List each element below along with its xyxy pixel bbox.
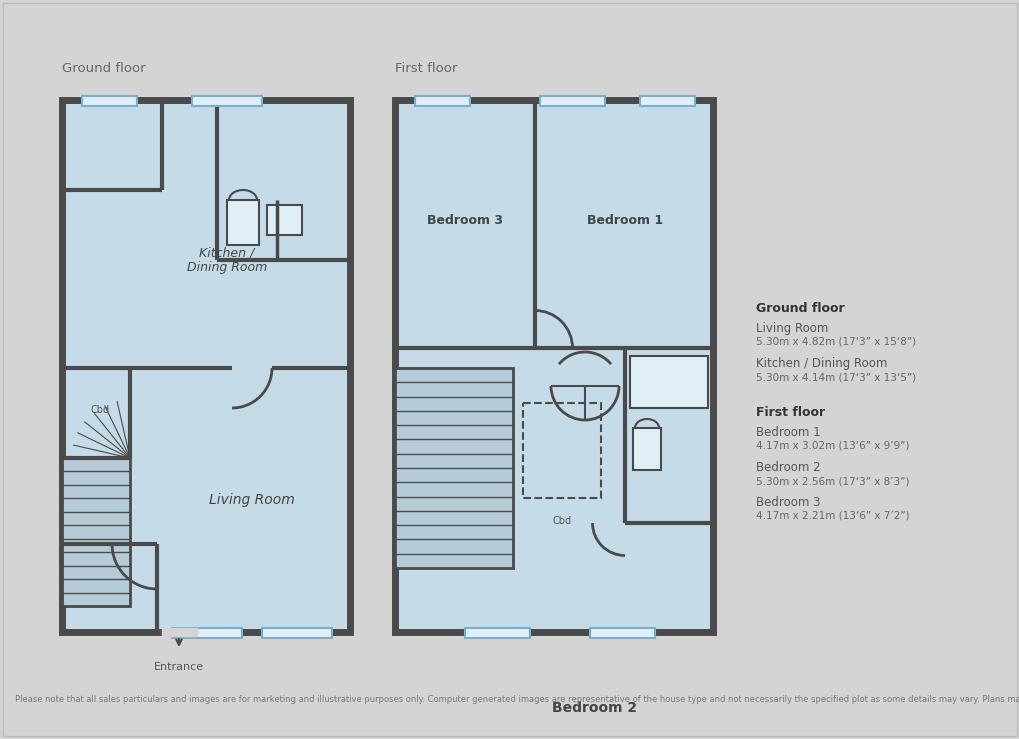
Text: Ground floor: Ground floor bbox=[62, 62, 146, 75]
Text: Cbd: Cbd bbox=[91, 405, 109, 415]
Text: Please note that all sales particulars and images are for marketing and illustra: Please note that all sales particulars a… bbox=[15, 695, 1019, 704]
Text: Cbd: Cbd bbox=[552, 516, 571, 526]
Bar bbox=[192, 96, 262, 106]
Text: 4.17m x 2.21m (13‘6” x 7’2”): 4.17m x 2.21m (13‘6” x 7’2”) bbox=[755, 511, 909, 521]
Text: Bedroom 3: Bedroom 3 bbox=[755, 496, 819, 509]
Bar bbox=[62, 100, 350, 632]
Bar bbox=[227, 200, 259, 245]
Text: 5.30m x 2.56m (17‘3” x 8’3”): 5.30m x 2.56m (17‘3” x 8’3”) bbox=[755, 476, 909, 486]
Text: Entrance: Entrance bbox=[154, 662, 204, 672]
Bar bbox=[394, 100, 712, 632]
Bar bbox=[394, 368, 513, 568]
Bar bbox=[633, 428, 660, 470]
Text: Kitchen / Dining Room: Kitchen / Dining Room bbox=[755, 357, 887, 370]
Bar bbox=[589, 628, 654, 638]
Text: 4.17m x 3.02m (13‘6” x 9’9”): 4.17m x 3.02m (13‘6” x 9’9”) bbox=[755, 441, 909, 451]
Bar bbox=[162, 628, 197, 636]
Text: Ground floor: Ground floor bbox=[755, 302, 844, 315]
Text: Living Room: Living Room bbox=[755, 322, 827, 335]
Bar bbox=[630, 356, 707, 408]
Text: Living Room: Living Room bbox=[209, 493, 294, 507]
Text: Kitchen /
Dining Room: Kitchen / Dining Room bbox=[186, 246, 267, 274]
Bar bbox=[262, 628, 331, 638]
Text: First floor: First floor bbox=[394, 62, 457, 75]
Bar bbox=[172, 628, 242, 638]
Text: Bedroom 1: Bedroom 1 bbox=[586, 214, 662, 226]
Bar bbox=[267, 205, 302, 235]
Bar bbox=[62, 458, 129, 606]
Text: First floor: First floor bbox=[755, 406, 824, 419]
Text: Bedroom 2: Bedroom 2 bbox=[552, 701, 637, 715]
Bar bbox=[415, 96, 470, 106]
Bar bbox=[539, 96, 604, 106]
Text: Bedroom 2: Bedroom 2 bbox=[755, 461, 820, 474]
Bar bbox=[465, 628, 530, 638]
Bar bbox=[523, 403, 600, 498]
Text: 5.30m x 4.82m (17‘3” x 15‘8”): 5.30m x 4.82m (17‘3” x 15‘8”) bbox=[755, 337, 915, 347]
Bar bbox=[82, 96, 137, 106]
Bar bbox=[639, 96, 694, 106]
Text: Bedroom 3: Bedroom 3 bbox=[427, 214, 502, 226]
Text: 5.30m x 4.14m (17‘3” x 13‘5”): 5.30m x 4.14m (17‘3” x 13‘5”) bbox=[755, 372, 915, 382]
Text: Bedroom 1: Bedroom 1 bbox=[755, 426, 820, 439]
